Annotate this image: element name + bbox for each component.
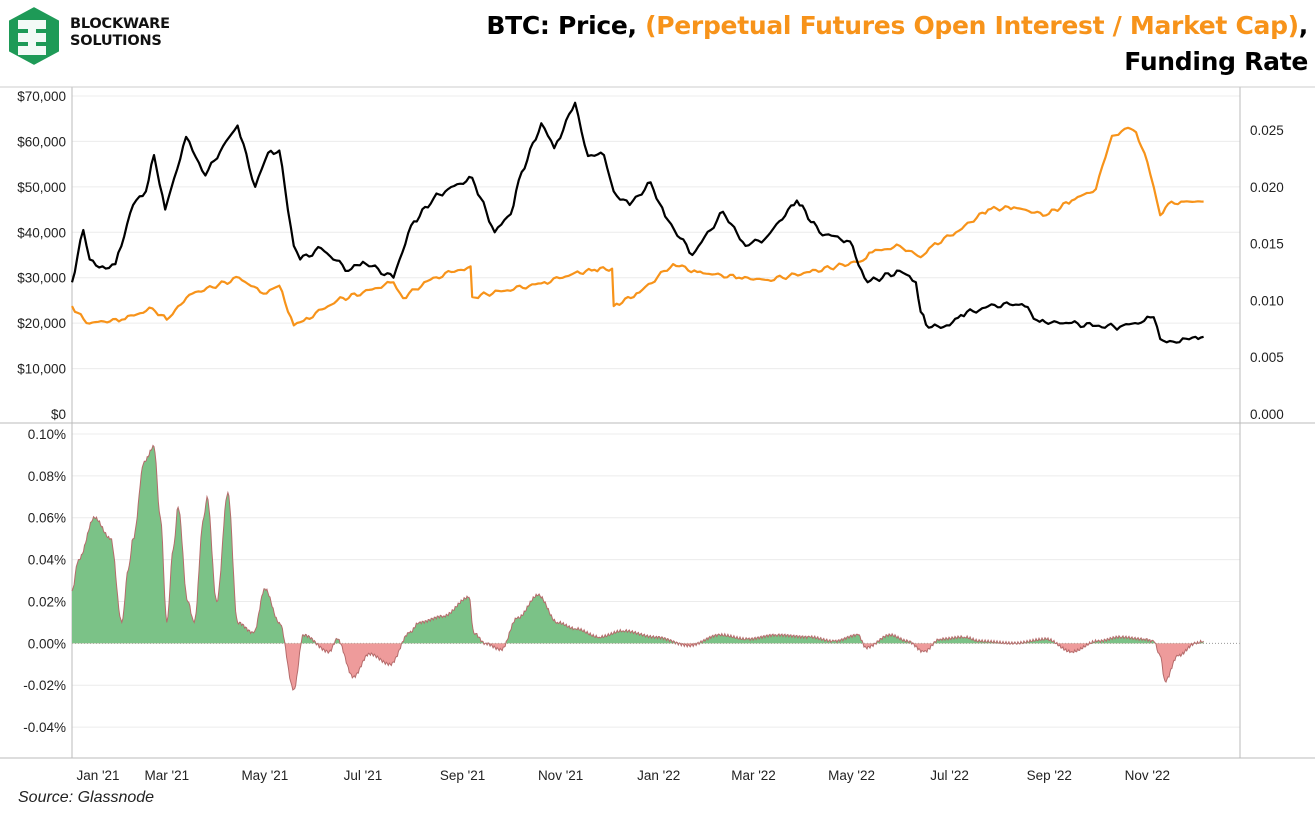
price-tick-label: $30,000	[17, 271, 66, 286]
funding-negative-area	[72, 643, 1204, 690]
oi-ratio-tick-label: 0.015	[1250, 237, 1284, 252]
chart-title: BTC: Price, (Perpetual Futures Open Inte…	[486, 8, 1308, 80]
logo-line2: SOLUTIONS	[70, 33, 162, 49]
funding-positive-area	[72, 445, 1204, 644]
axis-labels: $0 $10,000 $20,000 $30,000 $40,000 $50,000 $60…	[17, 89, 1284, 783]
x-tick-label: Nov '22	[1125, 768, 1170, 783]
price-tick-label: $40,000	[17, 225, 66, 240]
price-tick-label: $0	[51, 407, 66, 422]
source-note: Source: Glassnode	[18, 789, 155, 806]
oi-ratio-tick-label: 0.020	[1250, 180, 1284, 195]
oi-ratio-tick-label: 0.000	[1250, 407, 1284, 422]
oi-ratio-line	[71, 126, 1204, 327]
price-tick-label: $20,000	[17, 316, 66, 331]
funding-tick-label: 0.04%	[28, 553, 66, 568]
btc-price-line	[70, 101, 1204, 344]
price-tick-label: $70,000	[17, 89, 66, 104]
x-tick-label: Sep '21	[440, 768, 485, 783]
oi-ratio-tick-label: 0.005	[1250, 350, 1284, 365]
oi-ratio-tick-label: 0.025	[1250, 123, 1284, 138]
x-tick-label: Jul '22	[930, 768, 969, 783]
title-prefix: BTC: Price,	[486, 11, 646, 40]
logo-line1: BLOCKWARE	[70, 16, 170, 32]
x-tick-label: Jul '21	[344, 768, 383, 783]
price-tick-label: $60,000	[17, 134, 66, 149]
x-tick-label: May '22	[828, 768, 875, 783]
x-tick-label: Mar '22	[731, 768, 776, 783]
funding-rate-area	[71, 444, 1204, 691]
funding-tick-label: 0.06%	[28, 511, 66, 526]
blockware-logo-icon	[7, 4, 61, 68]
funding-tick-label: -0.02%	[23, 678, 66, 693]
x-tick-label: Jan '22	[637, 768, 680, 783]
title-suffix: ,	[1298, 11, 1309, 40]
chart-frame	[0, 86, 1315, 759]
price-tick-label: $50,000	[17, 180, 66, 195]
x-tick-label: Mar '21	[145, 768, 190, 783]
title-highlight: (Perpetual Futures Open Interest / Marke…	[645, 11, 1299, 40]
x-tick-label: Jan '21	[76, 768, 119, 783]
price-tick-label: $10,000	[17, 362, 66, 377]
funding-tick-label: 0.02%	[28, 594, 66, 609]
funding-tick-label: 0.08%	[28, 469, 66, 484]
funding-tick-label: 0.00%	[28, 636, 66, 651]
funding-tick-label: 0.10%	[28, 427, 66, 442]
title-line2: Funding Rate	[1124, 47, 1308, 76]
price-and-oi-lines	[70, 101, 1204, 344]
funding-outline	[71, 444, 1204, 691]
x-tick-label: Sep '22	[1027, 768, 1072, 783]
funding-tick-label: -0.04%	[23, 720, 66, 735]
x-tick-label: May '21	[241, 768, 288, 783]
oi-ratio-tick-label: 0.010	[1250, 293, 1284, 308]
blockware-logo: BLOCKWARE SOLUTIONS	[6, 4, 176, 72]
logo-text: BLOCKWARE SOLUTIONS	[70, 16, 170, 50]
x-tick-label: Nov '21	[538, 768, 583, 783]
